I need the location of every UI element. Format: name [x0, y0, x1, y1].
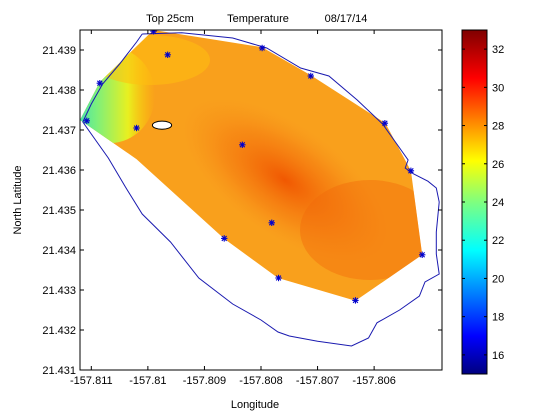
y-tick-label: 21.434 [42, 245, 76, 257]
colorbar-tick-label: 30 [492, 82, 504, 94]
station-marker [83, 117, 90, 124]
colorbar-ticks: 16 18 20 22 24 26 28 30 32 [462, 44, 504, 362]
y-tick-label: 21.436 [42, 165, 76, 177]
station-marker [133, 124, 140, 132]
x-tick-label: -157.807 [296, 375, 339, 387]
station-marker [307, 72, 314, 80]
station-marker [150, 30, 157, 35]
colorbar-tick-label: 18 [492, 312, 504, 324]
title-variable: Temperature [227, 13, 289, 25]
y-tick-label: 21.438 [42, 85, 76, 97]
colorbar-tick-label: 24 [492, 197, 504, 209]
y-axis-label: North Latitude [12, 165, 24, 234]
y-axis: 21.431 21.432 21.433 21.434 21.435 21.436 21.4… [42, 45, 442, 377]
station-marker [381, 120, 389, 127]
station-marker [164, 51, 171, 58]
station-marker [221, 235, 228, 242]
station-marker [96, 80, 103, 87]
warm-east [300, 180, 423, 280]
colorbar-tick-label: 28 [492, 121, 504, 133]
x-tick-label: -157.81 [129, 375, 166, 387]
colorbar [461, 29, 488, 375]
title-date: 08/17/14 [325, 13, 368, 25]
warm-core [181, 97, 389, 263]
island-hole [151, 120, 173, 130]
colorbar-tick-label: 26 [492, 159, 504, 171]
station-marker [419, 251, 426, 258]
station-marker [258, 44, 266, 52]
colorbar-tick-label: 32 [492, 44, 504, 56]
station-marker [407, 167, 415, 174]
y-tick-label: 21.432 [42, 325, 76, 337]
y-tick-label: 21.435 [42, 205, 76, 217]
y-tick-label: 21.431 [42, 365, 76, 377]
station-marker [275, 274, 282, 282]
x-axis-label: Longitude [231, 399, 279, 411]
station-marker [352, 297, 359, 304]
station-markers [83, 30, 426, 304]
y-tick-label: 21.437 [42, 125, 76, 137]
station-marker [239, 141, 246, 148]
x-axis: -157.811 -157.81 -157.809 -157.808 -157.807 -… [70, 30, 396, 387]
station-marker [268, 219, 275, 226]
title-depth: Top 25cm [146, 13, 194, 25]
colorbar-tick-label: 16 [492, 350, 504, 362]
x-tick-label: -157.809 [183, 375, 226, 387]
colorbar-tick-label: 20 [492, 273, 504, 285]
coastline [82, 32, 440, 347]
x-tick-label: -157.806 [352, 375, 395, 387]
y-tick-label: 21.433 [42, 285, 76, 297]
y-tick-label: 21.439 [42, 45, 76, 57]
colorbar-tick-label: 22 [492, 235, 504, 247]
x-tick-label: -157.808 [239, 375, 282, 387]
x-tick-label: -157.811 [70, 375, 113, 387]
